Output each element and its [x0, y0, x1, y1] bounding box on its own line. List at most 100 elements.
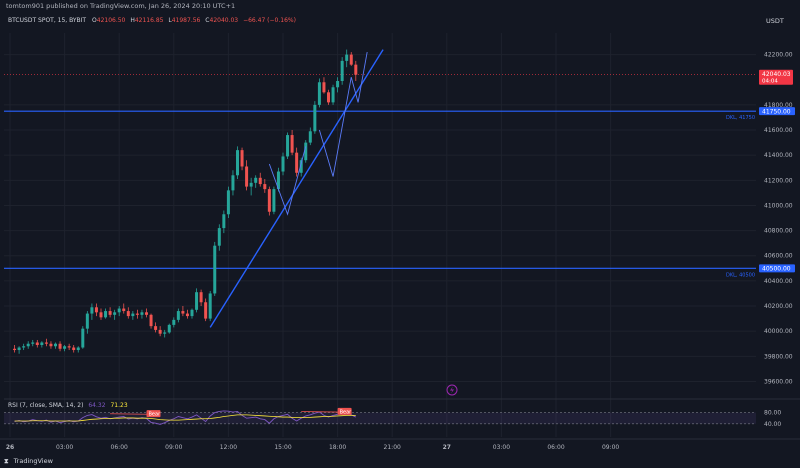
candle — [40, 342, 44, 345]
candle — [104, 311, 108, 318]
candle — [304, 142, 308, 161]
candle — [190, 309, 194, 317]
candle — [85, 313, 89, 329]
price-chart[interactable]: USDT BTCUSDT SPOT, 15, BYBIT O42106.50 H… — [0, 13, 800, 454]
candle — [299, 160, 303, 173]
candle — [286, 135, 290, 157]
candle — [236, 150, 239, 176]
footer-brand: TradingView — [13, 457, 53, 465]
change-value: −66.47 (−0.16%) — [243, 17, 296, 24]
time-tick: 09:00 — [165, 444, 182, 451]
drawings — [209, 49, 384, 328]
candles — [13, 49, 358, 354]
price-tick: 40000.00 — [764, 328, 793, 335]
open-value: 42106.50 — [97, 17, 126, 24]
candle — [163, 332, 167, 334]
price-tick: 41000.00 — [764, 202, 793, 209]
time-tick: 03:00 — [56, 444, 73, 451]
rsi-tick: 80.00 — [764, 410, 781, 417]
time-tick: 18:00 — [329, 444, 346, 451]
candle — [31, 342, 35, 344]
price-tick: 41600.00 — [764, 127, 793, 134]
candle — [327, 92, 330, 103]
candle — [276, 171, 280, 190]
candle — [195, 292, 199, 310]
candle — [135, 313, 139, 315]
close-value: 42040.03 — [210, 17, 239, 24]
candle — [267, 189, 271, 212]
low-value: 41987.56 — [172, 17, 201, 24]
level-price-tag — [759, 107, 795, 116]
time-tick: 21:00 — [384, 444, 401, 451]
bear-label: Bear — [149, 412, 162, 418]
candle — [17, 347, 21, 351]
high-label: H — [130, 17, 135, 24]
candle — [35, 342, 39, 345]
trendline — [209, 49, 384, 328]
time-tick: 27 — [443, 444, 451, 451]
price-tick: 40600.00 — [764, 253, 793, 260]
rsi-title: RSI (7, close, SMA, 14, 2) — [8, 402, 83, 409]
candle — [44, 342, 48, 344]
symbol-name: BTCUSDT SPOT, 15, BYBIT — [8, 17, 86, 24]
time-tick: 09:00 — [602, 444, 619, 451]
alert-icon[interactable] — [446, 384, 458, 396]
bear-divergence-line — [110, 413, 147, 415]
current-price-tag — [759, 69, 793, 85]
candle — [317, 82, 321, 105]
symbol-line: BTCUSDT SPOT, 15, BYBIT O42106.50 H42116… — [8, 17, 296, 24]
candle — [226, 190, 230, 215]
candle — [354, 64, 358, 75]
level-line-label: DKL, 41750 — [726, 115, 755, 121]
bear-label-bg — [146, 410, 161, 418]
candle — [13, 348, 17, 351]
time-tick: 06:00 — [111, 444, 128, 451]
candle — [181, 311, 185, 314]
rsi-ma-line — [14, 414, 356, 422]
candle — [149, 314, 153, 327]
candle — [54, 343, 57, 347]
candle — [154, 326, 158, 330]
candle — [167, 324, 171, 333]
price-tick: 39600.00 — [764, 378, 793, 385]
bear-label: Bear — [340, 409, 353, 415]
price-axis[interactable]: 42200.00 41800.00 41600.00 41400.00 41200.00… — [758, 31, 800, 441]
current-price-countdown: 04:04 — [762, 79, 778, 85]
candle — [313, 104, 317, 132]
time-tick: 15:00 — [274, 444, 291, 451]
candle — [240, 150, 244, 167]
time-axis[interactable]: 26 03:00 06:00 09:00 12:00 15:00 18:00 21:00 27 0… — [0, 438, 800, 451]
rsi-tick: 40.00 — [764, 421, 781, 428]
current-price-tag-text: 42040.03 — [762, 71, 791, 78]
candle — [208, 293, 212, 319]
candle — [126, 311, 130, 317]
candle — [281, 156, 285, 172]
grid — [4, 33, 756, 437]
candle — [172, 319, 176, 325]
candle — [76, 347, 80, 351]
open-label: O — [92, 17, 97, 24]
candle — [99, 312, 103, 318]
candle — [290, 135, 294, 153]
candle — [113, 312, 117, 315]
candle — [345, 54, 349, 61]
candle — [204, 302, 208, 319]
pattern-line — [268, 146, 307, 216]
chart-area[interactable]: USDT BTCUSDT SPOT, 15, BYBIT O42106.50 H… — [0, 13, 800, 454]
candle — [26, 343, 30, 347]
publisher-bar: tomtom901 published on TradingView.com, … — [0, 0, 800, 13]
candle — [94, 307, 98, 313]
horizontal-lines: DKL, 41750 DKL, 40500 — [4, 74, 756, 278]
price-tick: 42200.00 — [764, 52, 793, 59]
price-tick: 39800.00 — [764, 353, 793, 360]
candle — [158, 329, 162, 334]
price-tick: 41800.00 — [764, 102, 793, 109]
time-tick: 03:00 — [493, 444, 510, 451]
candle — [245, 166, 249, 187]
time-tick: 06:00 — [547, 444, 564, 451]
price-tick: 40400.00 — [764, 278, 793, 285]
candle — [308, 131, 312, 143]
low-label: L — [168, 17, 172, 24]
rsi-value: 64.32 — [88, 402, 105, 409]
candle — [295, 152, 299, 173]
